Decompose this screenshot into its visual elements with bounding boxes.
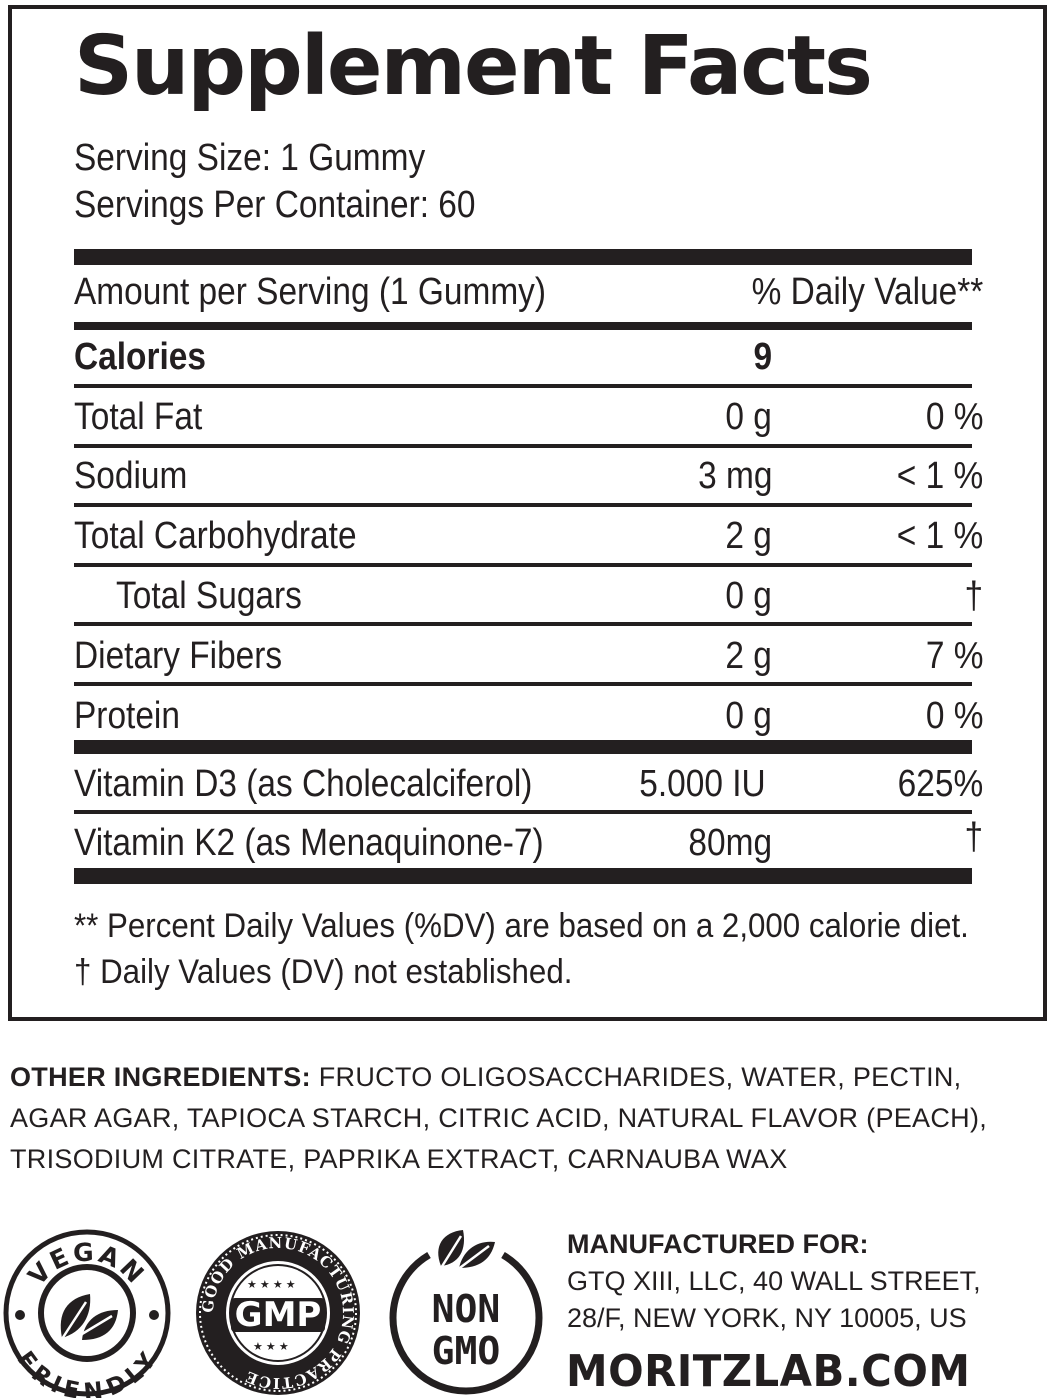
thick-divider-bottom	[74, 868, 972, 884]
serving-size: Serving Size: 1 Gummy	[74, 137, 426, 179]
nutrient-dv: < 1 %	[896, 455, 983, 497]
nutrient-label: Total Sugars	[116, 575, 302, 617]
gmp-seal-badge: ★ ★ ★ ★ ★ ★ ★ GOOD MANUFACTURING PRACTIC…	[196, 1231, 360, 1395]
vitamin-amount: 80mg	[688, 822, 772, 864]
row-divider	[74, 622, 972, 626]
amount-per-serving-header: Amount per Serving (1 Gummy)	[74, 271, 547, 313]
nutrient-dv: 0 %	[925, 695, 983, 737]
website-link[interactable]: MORITZLAB.COM	[566, 1346, 971, 1397]
svg-text:★ ★ ★: ★ ★ ★	[253, 1341, 289, 1353]
other-ingredients-line-2: AGAR AGAR, TAPIOCA STARCH, CITRIC ACID, …	[10, 1103, 988, 1133]
servings-per-container: Servings Per Container: 60	[74, 184, 476, 226]
nutrient-label: Sodium	[74, 455, 188, 497]
medium-divider	[74, 322, 972, 330]
vitamin-label: Vitamin K2 (as Menaquinone-7)	[74, 822, 544, 864]
row-divider	[74, 384, 972, 388]
other-ingredients-line-3: TRISODIUM CITRATE, PAPRIKA EXTRACT, CARN…	[10, 1144, 788, 1174]
gmp-seal-icon: ★ ★ ★ ★ ★ ★ ★	[196, 1231, 360, 1395]
nutrient-dv: 0 %	[925, 396, 983, 438]
vitamin-amount: 5.000 IU	[639, 763, 766, 805]
nutrient-label: Total Carbohydrate	[74, 515, 357, 557]
nutrient-amount: 0 g	[725, 575, 772, 617]
vitamin-dv: †	[964, 816, 983, 858]
nutrient-amount: 2 g	[725, 515, 772, 557]
ingredients-text: FRUCTO OLIGOSACCHARIDES, WATER, PECTIN,	[310, 1062, 962, 1092]
row-divider	[74, 682, 972, 686]
svg-text:★ ★ ★ ★: ★ ★ ★ ★	[247, 1279, 296, 1291]
supplement-facts-panel	[8, 5, 1047, 1021]
friendly-text: FRIENDLY	[11, 1347, 160, 1398]
non-gmo-leaf-icon	[389, 1230, 543, 1395]
row-divider	[74, 563, 972, 567]
row-divider	[74, 444, 972, 448]
nutrient-dv: < 1 %	[896, 515, 983, 557]
manufacturer-address-line-1: GTQ XIII, LLC, 40 WALL STREET,	[567, 1266, 981, 1296]
footnote-dv: ** Percent Daily Values (%DV) are based …	[74, 907, 969, 945]
non-text: NON	[432, 1287, 501, 1331]
facts-title: Supplement Facts	[74, 19, 873, 114]
non-gmo-badge: NON GMO	[389, 1230, 543, 1395]
nutrient-label: Total Fat	[74, 396, 203, 438]
vegan-leaf-icon	[58, 1294, 118, 1343]
calories-label: Calories	[74, 336, 206, 378]
daily-value-header: % Daily Value**	[751, 271, 983, 313]
gmp-text: GMP	[235, 1295, 322, 1335]
thick-divider-top	[74, 249, 972, 265]
vitamin-label: Vitamin D3 (as Cholecalciferol)	[74, 763, 533, 805]
manufacturer-address-line-2: 28/F, NEW YORK, NY 10005, US	[567, 1303, 967, 1333]
nutrient-label: Dietary Fibers	[74, 635, 283, 677]
footnote-not-established: † Daily Values (DV) not established.	[74, 953, 573, 991]
manufactured-for-title: MANUFACTURED FOR:	[567, 1229, 869, 1259]
thick-divider-middle	[74, 740, 972, 754]
calories-amount: 9	[753, 336, 772, 378]
nutrient-dv: †	[964, 575, 983, 617]
vegan-friendly-badge: VEGAN FRIENDLY	[3, 1229, 171, 1398]
nutrient-label: Protein	[74, 695, 180, 737]
nutrient-amount: 2 g	[725, 635, 772, 677]
vitamin-dv: 625%	[897, 763, 983, 805]
svg-text:FRIENDLY: FRIENDLY	[11, 1347, 162, 1398]
other-ingredients-line-1: OTHER INGREDIENTS: FRUCTO OLIGOSACCHARID…	[10, 1064, 961, 1091]
row-divider	[74, 810, 972, 814]
nutrient-amount: 0 g	[725, 396, 772, 438]
nutrient-amount: 0 g	[725, 695, 772, 737]
nutrient-dv: 7 %	[925, 635, 983, 677]
gmo-text: GMO	[432, 1329, 501, 1373]
row-divider	[74, 503, 972, 507]
nutrient-amount: 3 mg	[697, 455, 772, 497]
other-ingredients-label: OTHER INGREDIENTS:	[10, 1062, 311, 1092]
